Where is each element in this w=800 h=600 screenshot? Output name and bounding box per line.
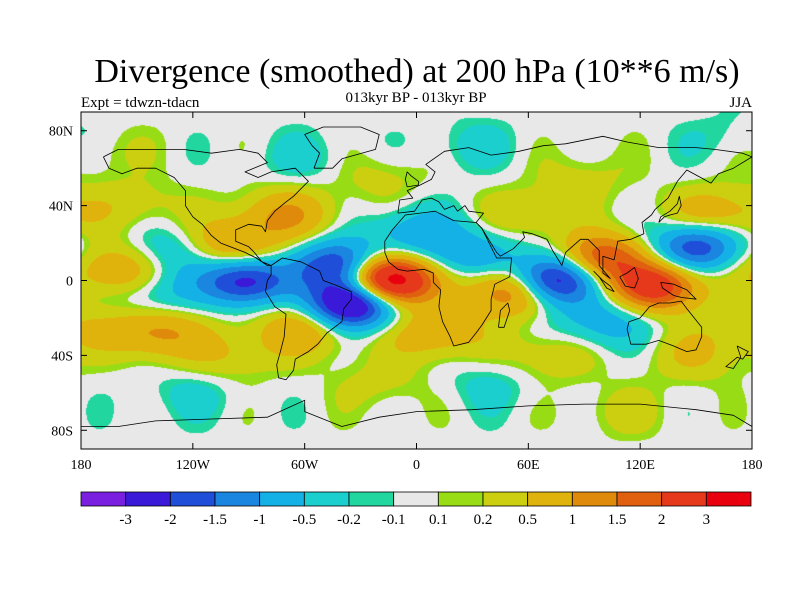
chart-title: Divergence (smoothed) at 200 hPa (10**6 … [94,53,739,90]
colorbar-label: -1.5 [203,512,227,528]
y-tick-label: 80S [51,424,73,439]
coastlines [81,126,752,427]
x-tick-label: 120E [625,458,655,473]
coastline-sumatra [593,270,615,293]
colorbar-swatch [393,491,439,507]
colorbar-swatch [705,491,752,507]
colorbar-label: 0.5 [518,512,537,528]
colorbar-swatch [348,491,395,507]
coastline-south-america [265,257,352,381]
y-tick-label: 80N [49,125,73,140]
coastline-borneo [619,267,639,289]
x-tick-label: 0 [413,458,420,473]
x-tick-label: 180 [742,458,763,473]
divergence-field [81,112,752,449]
chart-subtitle: 013kyr BP - 013kyr BP [345,90,486,106]
x-tick-label: 60E [517,458,540,473]
colorbar-label: -0.5 [292,512,316,528]
colorbar-swatch [571,491,618,507]
colorbar-label: -1 [253,512,266,528]
colorbar-label: -0.1 [382,512,406,528]
experiment-label: Expt = tdwzn-tdacn [81,95,200,111]
coastline-new-guinea [660,282,697,300]
colorbar-swatch [259,491,305,507]
y-axis: 80N 40N 0 40S 80S [49,125,752,439]
colorbar-label: 3 [703,512,711,528]
colorbar-swatch [661,491,707,507]
colorbar-swatch [214,491,261,507]
colorbar-swatch [616,491,663,507]
season-label: JJA [729,95,752,111]
coastline-new-zealand [725,345,749,369]
colorbar-label: -0.2 [337,512,361,528]
coastline-uk [404,171,419,188]
colorbar-label: 0.2 [474,512,493,528]
y-tick-label: 40S [51,349,73,364]
colorbar-label: 1 [569,512,577,528]
x-axis: 180 120W 60W 0 60E 120E 180 [71,112,763,473]
coastline-eurasia [397,135,752,279]
coastline-australia [626,300,703,352]
y-tick-label: 40N [49,200,73,215]
coastline-north-america [103,149,309,266]
colorbar-label: 0.1 [429,512,448,528]
colorbar-swatch [527,491,573,507]
colorbar-swatch [482,491,529,507]
colorbar-swatch [303,491,350,507]
colorbar-label: -3 [119,512,132,528]
colorbar-swatch [125,491,171,507]
colorbar-swatch [437,491,484,507]
coastline-africa [384,210,512,347]
colorbar-label: -2 [164,512,177,528]
colorbar-swatch [169,491,216,507]
colorbar-label: 2 [658,512,666,528]
coastline-madagascar [498,302,511,328]
x-tick-label: 60W [291,458,319,473]
coastline-greenland [304,126,380,169]
colorbar-label: 1.5 [608,512,627,528]
y-tick-label: 0 [66,275,73,290]
colorbar: -3 -2 -1.5 -1 -0.5 -0.2 -0.1 0.1 0.2 0.5 1 1.5 2 3 [80,491,752,528]
coastline-japan [658,195,682,223]
coastline-antarctica [81,399,752,427]
colorbar-swatch [80,491,127,507]
x-tick-label: 180 [71,458,92,473]
x-tick-label: 120W [176,458,211,473]
